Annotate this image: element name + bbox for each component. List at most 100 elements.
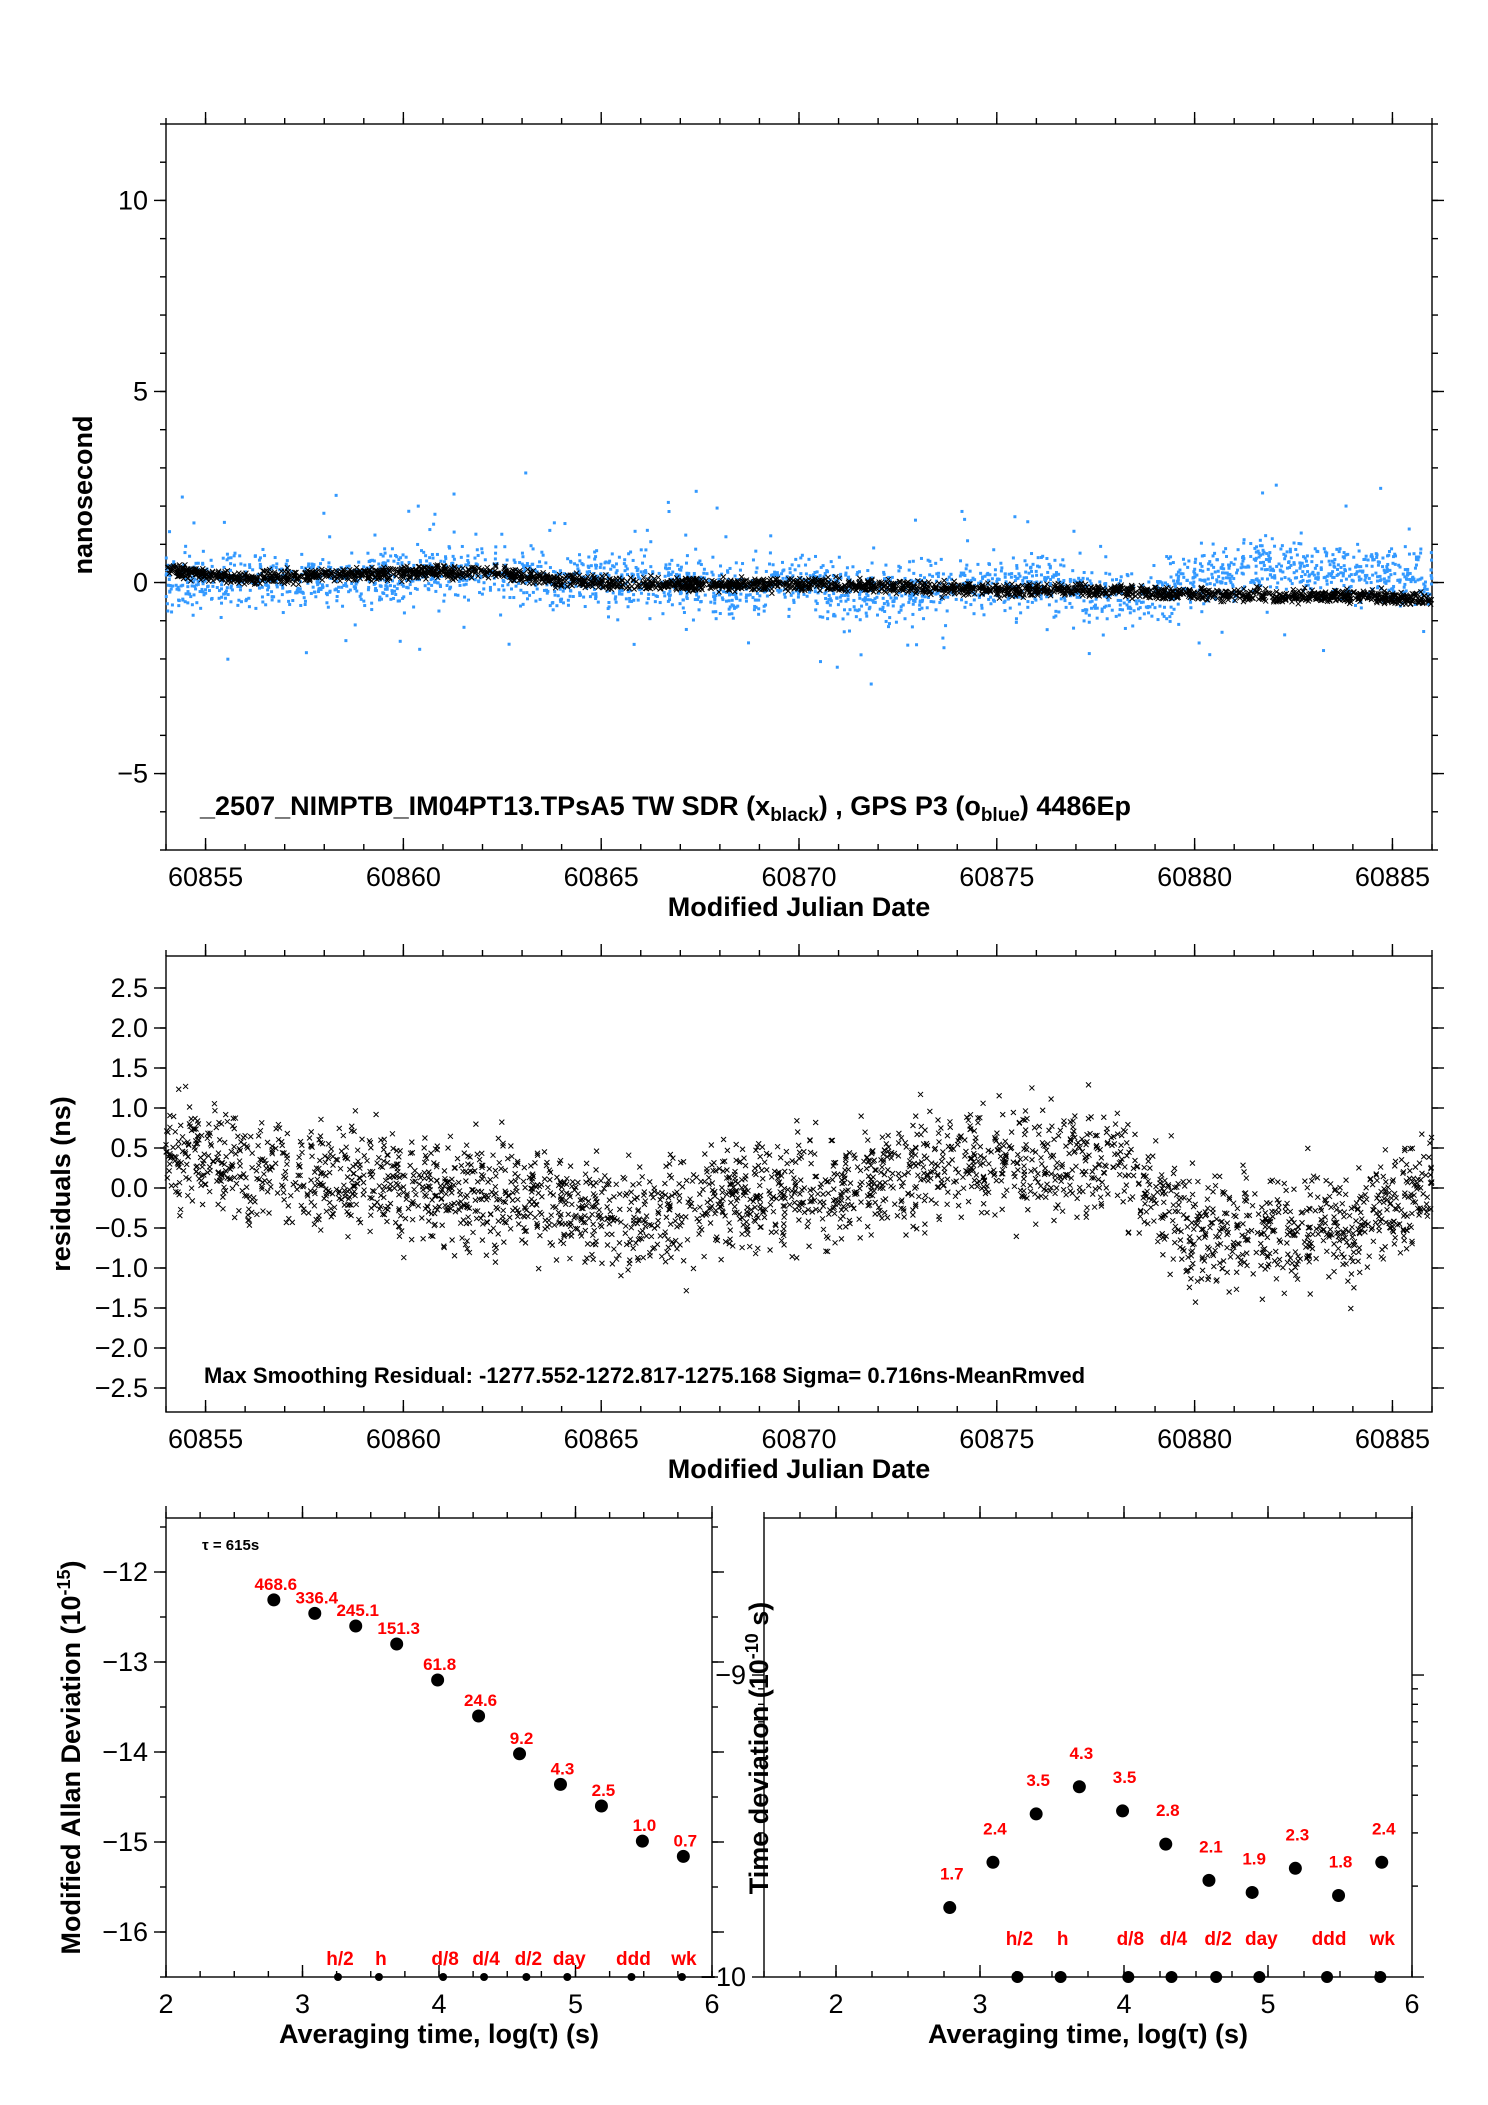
point xyxy=(1267,554,1271,558)
point xyxy=(1205,582,1209,586)
point xyxy=(868,598,872,602)
point xyxy=(175,587,179,591)
point xyxy=(1208,560,1212,564)
point xyxy=(1081,576,1085,580)
point xyxy=(773,573,777,577)
point xyxy=(1100,609,1104,613)
x-marker xyxy=(749,580,755,587)
x-marker xyxy=(1152,584,1159,591)
point xyxy=(648,617,652,621)
x-marker xyxy=(295,581,302,588)
point xyxy=(1410,576,1414,580)
point xyxy=(695,593,699,597)
point xyxy=(316,583,320,587)
point xyxy=(1104,582,1108,586)
point xyxy=(366,588,370,592)
point xyxy=(829,599,833,603)
point xyxy=(1007,572,1011,576)
point xyxy=(502,588,506,592)
point xyxy=(1192,570,1196,574)
point xyxy=(354,582,358,586)
point xyxy=(828,603,832,607)
point xyxy=(456,593,460,597)
point xyxy=(960,598,964,602)
point xyxy=(1138,616,1142,620)
point xyxy=(1194,591,1198,595)
point xyxy=(507,642,511,646)
point xyxy=(390,589,394,593)
point xyxy=(727,607,731,611)
point xyxy=(370,608,374,612)
point xyxy=(586,572,590,576)
point xyxy=(1419,547,1423,551)
point xyxy=(535,587,539,591)
point xyxy=(844,573,848,577)
point xyxy=(362,599,366,603)
point xyxy=(587,555,591,559)
x-marker xyxy=(971,591,978,597)
point xyxy=(230,588,234,592)
point xyxy=(359,597,363,601)
point xyxy=(220,570,224,574)
point xyxy=(913,518,917,522)
point xyxy=(1370,564,1374,568)
point xyxy=(1285,550,1289,554)
point xyxy=(1162,614,1166,618)
point xyxy=(1307,574,1311,578)
point xyxy=(711,573,715,577)
x-marker xyxy=(1425,593,1431,600)
point xyxy=(1054,609,1058,613)
point xyxy=(977,581,981,585)
point xyxy=(291,599,295,603)
point xyxy=(1349,584,1353,588)
point xyxy=(625,567,629,571)
point xyxy=(356,569,360,573)
point xyxy=(194,583,198,587)
point xyxy=(983,574,987,578)
point xyxy=(1059,597,1063,601)
point xyxy=(1200,554,1204,558)
point xyxy=(664,563,668,567)
point xyxy=(852,598,856,602)
x-marker xyxy=(465,566,472,573)
point xyxy=(1401,572,1405,576)
point xyxy=(401,584,405,588)
point xyxy=(1378,574,1382,578)
point xyxy=(1165,555,1169,559)
point xyxy=(718,612,722,616)
point xyxy=(277,599,281,603)
point xyxy=(670,558,674,562)
point xyxy=(506,576,510,580)
point xyxy=(1403,545,1407,549)
point xyxy=(1047,603,1051,607)
point xyxy=(1168,615,1172,619)
x-marker xyxy=(1352,595,1359,602)
point xyxy=(1048,566,1052,570)
point xyxy=(959,559,963,563)
point xyxy=(443,593,447,597)
point xyxy=(1221,563,1225,567)
point xyxy=(1117,582,1121,586)
point xyxy=(826,570,830,574)
point xyxy=(1288,550,1292,554)
point xyxy=(258,566,262,570)
point xyxy=(1370,553,1374,557)
point xyxy=(745,593,749,597)
point xyxy=(1242,538,1246,542)
point xyxy=(1052,573,1056,577)
point xyxy=(229,600,233,604)
x-marker xyxy=(893,590,900,597)
point xyxy=(558,569,562,573)
point xyxy=(1322,649,1326,653)
point xyxy=(758,594,762,598)
point xyxy=(765,594,769,598)
point xyxy=(1336,572,1340,576)
point xyxy=(775,573,779,577)
point xyxy=(1023,559,1027,563)
point xyxy=(1028,566,1032,570)
point xyxy=(806,579,810,583)
point xyxy=(724,599,728,603)
point xyxy=(188,592,192,596)
point xyxy=(480,547,484,551)
point xyxy=(435,581,439,585)
